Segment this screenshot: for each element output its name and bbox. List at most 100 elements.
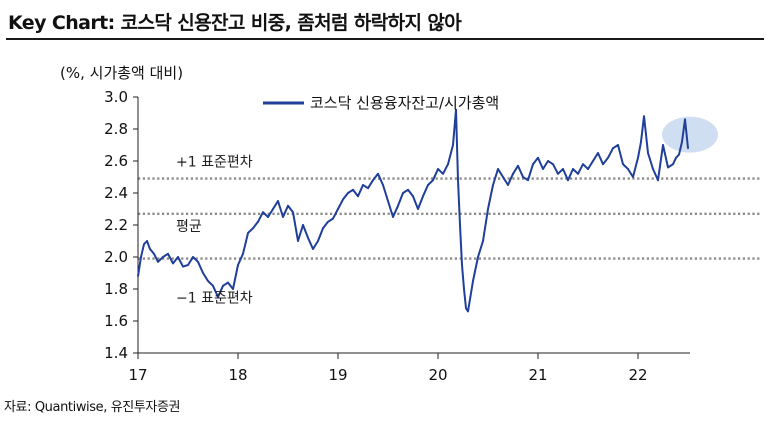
data-point — [637, 156, 639, 159]
data-point — [557, 172, 559, 175]
data-point — [387, 200, 389, 202]
x-tick-label: 17 — [128, 366, 147, 384]
data-point — [247, 232, 249, 234]
data-point — [212, 284, 214, 287]
data-point — [167, 252, 169, 255]
data-point — [407, 188, 409, 191]
data-point — [337, 208, 339, 210]
data-point — [202, 272, 204, 274]
data-point — [402, 192, 404, 194]
data-point — [237, 264, 239, 266]
data-point — [477, 256, 479, 258]
data-point — [527, 179, 529, 182]
data-point — [432, 179, 434, 182]
y-tick-label: 3.0 — [104, 88, 128, 106]
data-point — [272, 208, 274, 210]
data-point — [632, 176, 634, 178]
data-point — [232, 288, 234, 290]
data-point — [667, 166, 669, 169]
data-point — [352, 188, 354, 191]
data-point — [382, 184, 384, 186]
series-line — [137, 108, 689, 313]
data-point — [427, 184, 429, 186]
data-point — [317, 240, 319, 242]
data-point — [678, 153, 680, 156]
source-note: 자료: Quantiwise, 유진투자증권 — [4, 400, 181, 415]
data-point — [307, 236, 309, 239]
data-point — [277, 200, 279, 202]
y-tick-label: 2.4 — [104, 184, 128, 202]
y-tick-label: 1.8 — [104, 280, 128, 298]
data-point — [455, 108, 457, 111]
data-point — [482, 240, 484, 242]
data-point — [182, 265, 184, 268]
y-tick-label: 2.0 — [104, 248, 128, 266]
x-tick-label: 19 — [328, 366, 347, 384]
data-point — [612, 147, 614, 150]
data-point — [157, 260, 159, 263]
data-point — [681, 140, 683, 143]
data-point — [512, 172, 514, 175]
data-point — [153, 252, 155, 255]
data-point — [562, 168, 564, 170]
data-point — [357, 195, 359, 198]
y-tick-label: 2.2 — [104, 216, 128, 234]
data-point — [347, 192, 349, 194]
data-point — [607, 156, 609, 159]
data-point — [422, 195, 424, 198]
data-point — [292, 211, 294, 214]
data-point — [647, 152, 649, 154]
data-point — [262, 211, 264, 214]
data-point — [617, 144, 619, 146]
data-point — [172, 262, 174, 265]
data-point — [192, 256, 194, 258]
y-tick-label: 1.4 — [104, 344, 128, 362]
data-point — [463, 288, 465, 290]
data-point — [332, 217, 334, 220]
data-point — [207, 280, 209, 282]
y-tick-label: 1.6 — [104, 312, 128, 330]
data-point — [257, 220, 259, 223]
data-point — [372, 179, 374, 182]
data-point — [542, 168, 544, 170]
data-point — [367, 187, 369, 190]
chart-title: Key Chart: 코스닥 신용잔고 비중, 좀처럼 하락하지 않아 — [8, 12, 462, 34]
data-point — [507, 184, 509, 186]
data-point — [592, 160, 594, 162]
data-point — [567, 179, 569, 182]
data-point — [227, 281, 229, 284]
y-tick-label: 2.6 — [104, 152, 128, 170]
data-point — [322, 227, 324, 230]
data-point — [492, 184, 494, 186]
data-point — [652, 168, 654, 170]
y-tick-label: 2.8 — [104, 120, 128, 138]
data-point — [187, 264, 189, 266]
data-point — [282, 216, 284, 218]
data-point — [149, 248, 151, 250]
data-point — [412, 195, 414, 198]
data-point — [302, 224, 304, 226]
data-point — [587, 168, 589, 170]
data-point — [287, 204, 289, 207]
data-point — [627, 168, 629, 170]
data-point — [392, 216, 394, 218]
title-underline — [6, 38, 764, 40]
data-point — [459, 224, 461, 226]
reference-line-label: +1 표준편차 — [176, 155, 253, 171]
data-point — [327, 220, 329, 223]
data-point — [377, 172, 379, 175]
data-point — [140, 256, 142, 258]
data-point — [582, 163, 584, 166]
data-point — [197, 260, 199, 263]
data-point — [146, 240, 148, 242]
data-point — [312, 248, 314, 250]
data-point — [465, 307, 467, 310]
data-point — [267, 216, 269, 218]
data-point — [497, 168, 499, 170]
data-point — [597, 152, 599, 154]
data-point — [242, 252, 244, 255]
data-point — [137, 275, 139, 278]
data-point — [547, 160, 549, 162]
data-point — [675, 156, 677, 159]
